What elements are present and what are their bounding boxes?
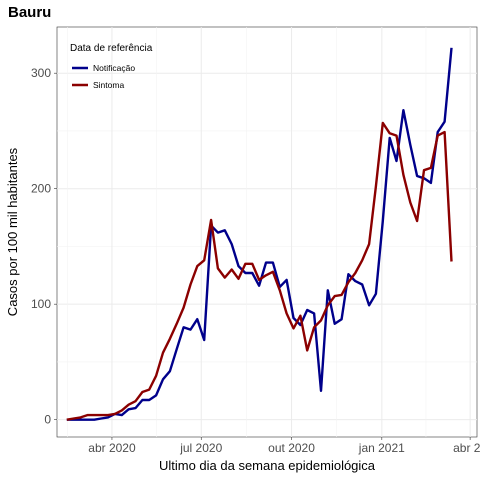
series-lines <box>66 47 453 421</box>
x-axis: abr 2020 jul 2020 out 2020 jan 2021 abr 20 <box>88 437 480 455</box>
x-tick-label: abr 20 <box>453 441 480 455</box>
series-line-sintoma <box>66 121 453 421</box>
x-tick-label: jan 2021 <box>358 441 405 455</box>
y-tick-label: 0 <box>44 413 51 427</box>
y-axis: 0 100 200 300 <box>31 66 57 427</box>
y-tick-label: 200 <box>31 182 51 196</box>
x-tick-label: jul 2020 <box>179 441 222 455</box>
legend: Data de referência Notificação Sintoma <box>70 43 153 90</box>
x-tick-label: out 2020 <box>268 441 315 455</box>
chart-title: Bauru <box>8 4 51 21</box>
y-tick-label: 100 <box>31 297 51 311</box>
y-tick-label: 300 <box>31 66 51 80</box>
legend-label-sintoma: Sintoma <box>93 80 124 90</box>
legend-label-notificacao: Notificação <box>93 63 135 73</box>
series-line-notificacao <box>66 47 453 421</box>
plot-panel <box>56 26 478 438</box>
x-axis-label: Ultimo dia da semana epidemiológica <box>159 458 376 473</box>
y-axis-label: Casos por 100 mil habitantes <box>5 147 20 316</box>
legend-title: Data de referência <box>70 43 153 54</box>
x-tick-label: abr 2020 <box>88 441 136 455</box>
